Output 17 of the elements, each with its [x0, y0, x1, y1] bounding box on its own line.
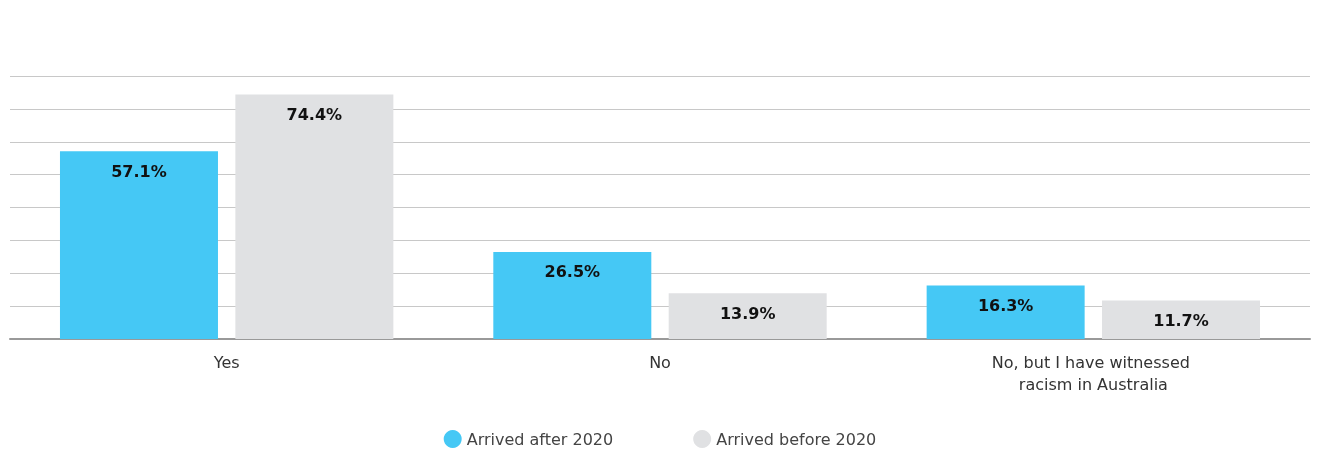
data-label: 13.9% [719, 303, 776, 323]
data-label: 16.3% [977, 295, 1034, 315]
bar [235, 94, 394, 339]
data-label: 74.4% [286, 104, 343, 124]
x-tick-label: No [649, 352, 671, 372]
bar [1102, 300, 1261, 339]
x-tick-label: Yes [212, 352, 240, 372]
bar [668, 293, 827, 339]
data-label: 26.5% [544, 262, 601, 282]
bar [926, 285, 1085, 339]
x-tick-label: No, but I have witnessed racism in Australia [991, 352, 1195, 394]
legend-label: Arrived after 2020 [466, 429, 614, 449]
data-label: 57.1% [111, 161, 167, 181]
bar [59, 151, 218, 339]
legend-label: Arrived before 2020 [716, 429, 877, 449]
bar [493, 251, 652, 339]
data-label: 11.7% [1153, 311, 1209, 331]
